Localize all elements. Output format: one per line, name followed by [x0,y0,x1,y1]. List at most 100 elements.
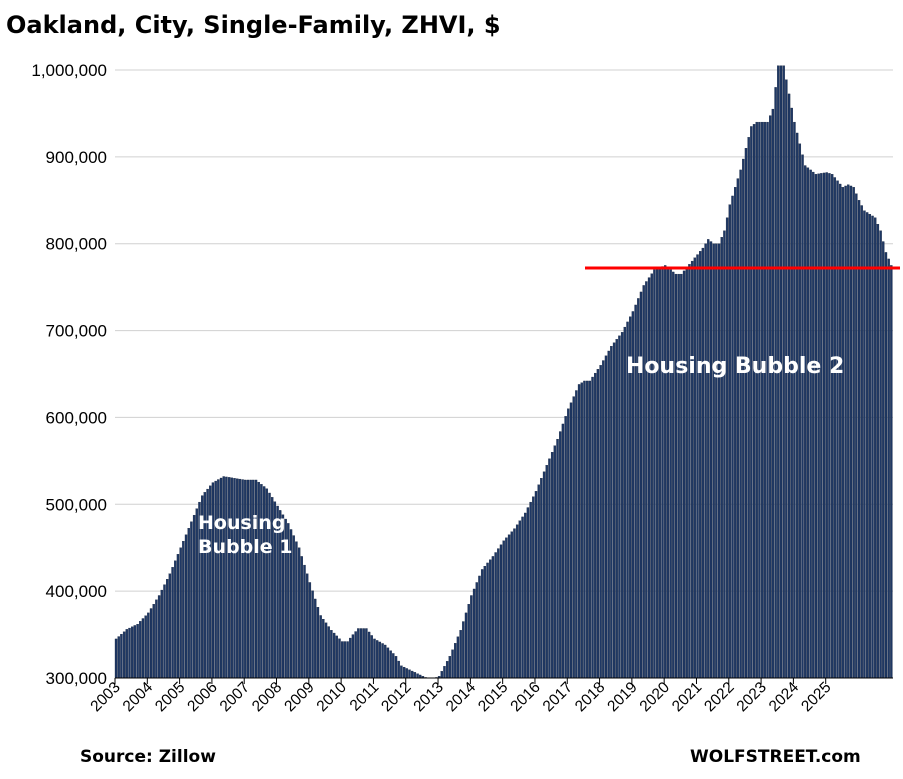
bar [472,588,476,679]
bar [408,669,411,679]
bar [575,390,578,679]
bar [136,624,139,679]
bar [133,625,137,679]
bar [841,187,845,679]
bar [467,604,470,679]
bar [394,656,398,679]
bar [677,273,680,679]
bar [254,479,258,679]
bar [448,656,452,679]
bar [114,638,118,679]
bar [130,626,134,679]
bar [804,165,807,679]
bar [849,185,853,679]
bar [346,641,349,679]
bar [367,631,371,679]
bar [664,265,667,679]
bar [147,612,150,679]
x-tick-label: 2013 [410,679,446,715]
bar [400,665,403,679]
bar [518,520,522,679]
bar [225,476,228,679]
bar [569,402,573,679]
x-tick-label: 2023 [734,679,770,715]
bar [645,281,648,679]
bar [149,608,153,679]
bar [707,239,710,679]
bar [709,241,713,679]
chart-title: Oakland, City, Single-Family, ZHVI, $ [6,11,501,39]
bar [585,380,589,679]
bar [852,187,855,679]
bar [540,478,543,679]
bar [497,548,500,679]
bar [688,264,691,679]
bar [610,346,613,679]
bar [480,569,484,679]
bar [219,477,223,679]
bar [639,291,643,679]
bar [378,641,382,679]
bar [335,635,338,679]
bar [308,582,312,679]
bar [857,200,861,679]
bar [720,237,723,679]
bar [362,628,365,679]
bar [830,174,834,679]
bar [750,126,753,679]
bar [416,673,419,679]
bar [340,641,344,679]
bar [445,661,449,679]
bar [300,556,303,679]
bar [322,619,325,679]
bar [596,369,600,679]
bar [443,666,446,679]
bar [812,171,815,679]
bar [249,479,252,679]
bar [410,670,414,679]
bar [365,628,368,679]
bar [817,173,820,679]
bar [168,573,172,679]
bar [252,479,255,679]
bar [739,169,742,679]
bar [456,636,460,679]
x-tick-label: 2014 [443,679,480,716]
bar [647,277,651,679]
bar [820,173,823,679]
bar [532,496,535,679]
bar [604,355,608,679]
bar [744,148,748,679]
bar [833,177,837,679]
y-tick-label: 1,000,000 [31,61,107,80]
bar [874,217,877,679]
bar [884,252,888,679]
bar [314,598,317,679]
bar [879,230,882,679]
bar [623,326,627,679]
bar [195,508,198,679]
bar [440,671,443,679]
bar [459,630,462,679]
bar [591,376,594,679]
bar [171,567,174,679]
bar [825,172,828,679]
bar [653,269,656,679]
bar [699,251,702,679]
bar [758,121,761,679]
bar [723,230,726,679]
x-tick-label: 2016 [507,679,543,715]
bar [583,380,586,679]
bar [370,635,373,679]
bar [795,132,799,679]
bar [715,243,718,679]
annotation-housing-bubble-2: Housing Bubble 2 [626,354,844,379]
bar [674,273,678,679]
x-tick-label: 2008 [249,679,285,715]
bar [839,183,842,679]
bar [876,224,880,679]
bar [319,615,322,679]
bar [865,212,869,679]
bar [174,560,177,679]
bar [553,445,557,679]
